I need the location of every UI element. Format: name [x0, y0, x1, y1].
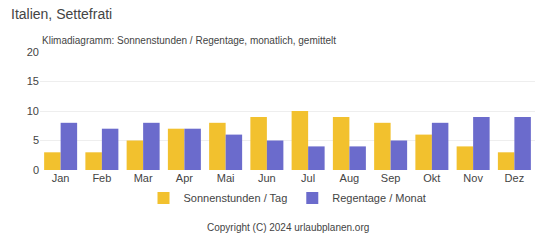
svg-text:Sep: Sep — [381, 172, 401, 184]
svg-text:Mar: Mar — [134, 172, 153, 184]
svg-text:Jun: Jun — [258, 172, 276, 184]
svg-text:Klimadiagramm: Sonnenstunden /: Klimadiagramm: Sonnenstunden / Regentage… — [42, 35, 336, 46]
svg-text:Nov: Nov — [463, 172, 483, 184]
svg-text:Mai: Mai — [217, 172, 235, 184]
svg-text:Jan: Jan — [52, 172, 70, 184]
svg-text:Italien, Settefrati: Italien, Settefrati — [11, 6, 112, 22]
svg-text:Jul: Jul — [301, 172, 315, 184]
svg-text:Feb: Feb — [92, 172, 111, 184]
svg-text:Dez: Dez — [505, 172, 525, 184]
svg-text:0: 0 — [33, 164, 39, 176]
svg-text:Sonnenstunden / Tag: Sonnenstunden / Tag — [184, 192, 288, 204]
svg-text:Regentage / Monat: Regentage / Monat — [332, 192, 426, 204]
svg-text:15: 15 — [27, 75, 39, 87]
svg-text:20: 20 — [27, 46, 39, 58]
svg-text:5: 5 — [33, 134, 39, 146]
svg-text:Okt: Okt — [423, 172, 440, 184]
svg-text:Copyright (C) 2024 urlaubplane: Copyright (C) 2024 urlaubplanen.org — [207, 222, 369, 233]
svg-text:10: 10 — [27, 105, 39, 117]
svg-text:Apr: Apr — [176, 172, 193, 184]
svg-text:Aug: Aug — [340, 172, 360, 184]
